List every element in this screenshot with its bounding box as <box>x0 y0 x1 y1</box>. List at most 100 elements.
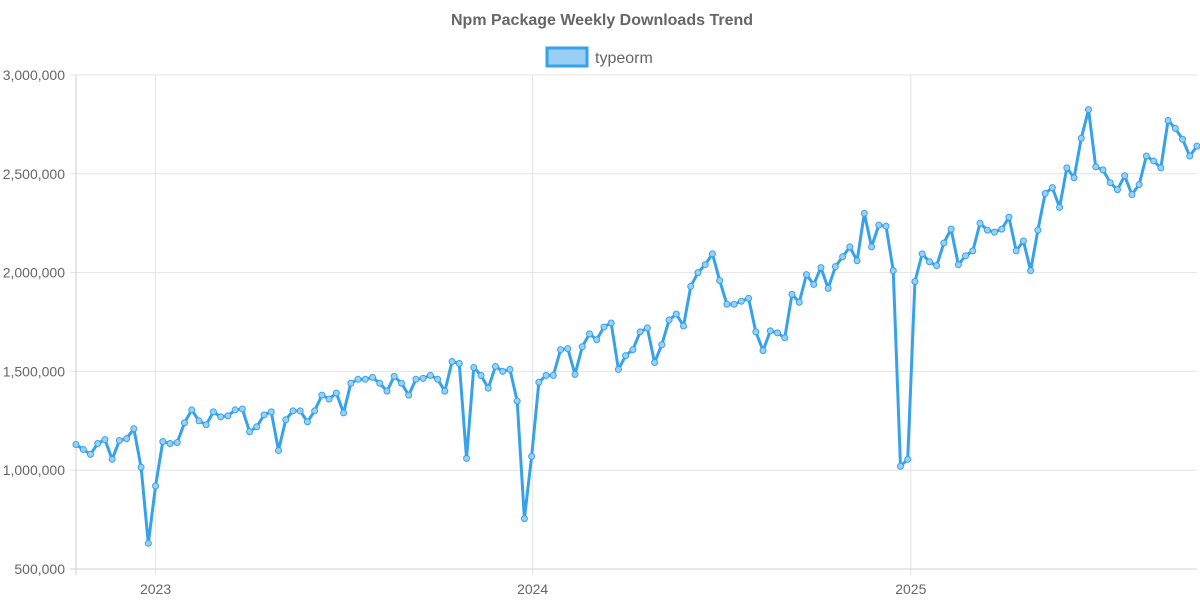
data-point[interactable] <box>629 346 637 354</box>
data-point[interactable] <box>1142 152 1150 160</box>
data-point[interactable] <box>455 359 463 367</box>
data-point[interactable] <box>976 219 984 227</box>
data-point[interactable] <box>1113 186 1121 194</box>
data-point[interactable] <box>1077 134 1085 142</box>
data-point[interactable] <box>79 445 87 453</box>
data-point[interactable] <box>296 407 304 415</box>
data-point[interactable] <box>593 336 601 344</box>
data-point[interactable] <box>1085 106 1093 114</box>
data-point[interactable] <box>340 409 348 417</box>
data-point[interactable] <box>1041 190 1049 198</box>
data-point[interactable] <box>896 462 904 470</box>
data-point[interactable] <box>311 407 319 415</box>
data-point[interactable] <box>260 411 268 419</box>
data-point[interactable] <box>1005 213 1013 221</box>
data-point[interactable] <box>180 419 188 427</box>
data-point[interactable] <box>405 391 413 399</box>
data-point[interactable] <box>853 257 861 265</box>
data-point[interactable] <box>448 358 456 366</box>
data-point[interactable] <box>1135 181 1143 189</box>
data-point[interactable] <box>347 379 355 387</box>
legend[interactable]: typeorm <box>545 46 653 68</box>
data-point[interactable] <box>585 330 593 338</box>
data-point[interactable] <box>882 222 890 230</box>
data-point[interactable] <box>491 362 499 370</box>
data-point[interactable] <box>217 413 225 421</box>
data-point[interactable] <box>506 365 514 373</box>
data-point[interactable] <box>238 405 246 413</box>
data-point[interactable] <box>578 343 586 351</box>
data-point[interactable] <box>774 329 782 337</box>
data-point[interactable] <box>1128 191 1136 199</box>
data-point[interactable] <box>860 209 868 217</box>
data-point[interactable] <box>730 300 738 308</box>
data-point[interactable] <box>600 323 608 331</box>
data-point[interactable] <box>361 375 369 383</box>
data-point[interactable] <box>745 294 753 302</box>
data-point[interactable] <box>802 271 810 279</box>
data-point[interactable] <box>434 375 442 383</box>
data-point[interactable] <box>246 428 254 436</box>
data-point[interactable] <box>528 452 536 460</box>
data-point[interactable] <box>651 359 659 367</box>
data-point[interactable] <box>918 250 926 258</box>
data-point[interactable] <box>477 371 485 379</box>
data-point[interactable] <box>564 345 572 353</box>
data-point[interactable] <box>875 221 883 229</box>
data-point[interactable] <box>390 372 398 380</box>
data-point[interactable] <box>412 375 420 383</box>
data-point[interactable] <box>376 379 384 387</box>
data-point[interactable] <box>1193 142 1200 150</box>
data-point[interactable] <box>1034 226 1042 234</box>
data-point[interactable] <box>86 450 94 458</box>
data-point[interactable] <box>788 290 796 298</box>
data-point[interactable] <box>130 425 138 433</box>
data-point[interactable] <box>701 261 709 269</box>
data-point[interactable] <box>716 277 724 285</box>
data-point[interactable] <box>94 440 102 448</box>
data-point[interactable] <box>1048 184 1056 192</box>
data-point[interactable] <box>354 375 362 383</box>
data-point[interactable] <box>202 421 210 429</box>
data-point[interactable] <box>889 267 897 275</box>
data-point[interactable] <box>1027 267 1035 275</box>
data-point[interactable] <box>1186 152 1194 160</box>
data-point[interactable] <box>369 373 377 381</box>
data-point[interactable] <box>231 406 239 414</box>
data-point[interactable] <box>123 435 131 443</box>
data-point[interactable] <box>643 324 651 332</box>
data-point[interactable] <box>513 397 521 405</box>
data-point[interactable] <box>990 228 998 236</box>
data-point[interactable] <box>484 384 492 392</box>
data-point[interactable] <box>962 252 970 260</box>
data-point[interactable] <box>983 226 991 234</box>
data-point[interactable] <box>839 253 847 261</box>
data-point[interactable] <box>289 407 297 415</box>
data-point[interactable] <box>810 280 818 288</box>
data-point[interactable] <box>940 239 948 247</box>
data-point[interactable] <box>954 261 962 269</box>
data-point[interactable] <box>737 297 745 305</box>
data-point[interactable] <box>318 391 326 399</box>
data-point[interactable] <box>1012 247 1020 255</box>
data-point[interactable] <box>1179 135 1187 143</box>
data-point[interactable] <box>282 416 290 424</box>
data-point[interactable] <box>166 440 174 448</box>
data-point[interactable] <box>549 371 557 379</box>
data-point[interactable] <box>152 482 160 490</box>
data-point[interactable] <box>781 334 789 342</box>
data-point[interactable] <box>441 387 449 395</box>
data-point[interactable] <box>680 322 688 330</box>
data-point[interactable] <box>933 262 941 270</box>
data-point[interactable] <box>463 454 471 462</box>
data-point[interactable] <box>173 439 181 447</box>
data-point[interactable] <box>1063 164 1071 172</box>
data-point[interactable] <box>571 370 579 378</box>
data-point[interactable] <box>1121 172 1129 180</box>
data-point[interactable] <box>144 539 152 547</box>
data-point[interactable] <box>419 374 427 382</box>
data-point[interactable] <box>687 282 695 290</box>
data-point[interactable] <box>1157 164 1165 172</box>
data-point[interactable] <box>911 277 919 285</box>
data-point[interactable] <box>925 258 933 266</box>
